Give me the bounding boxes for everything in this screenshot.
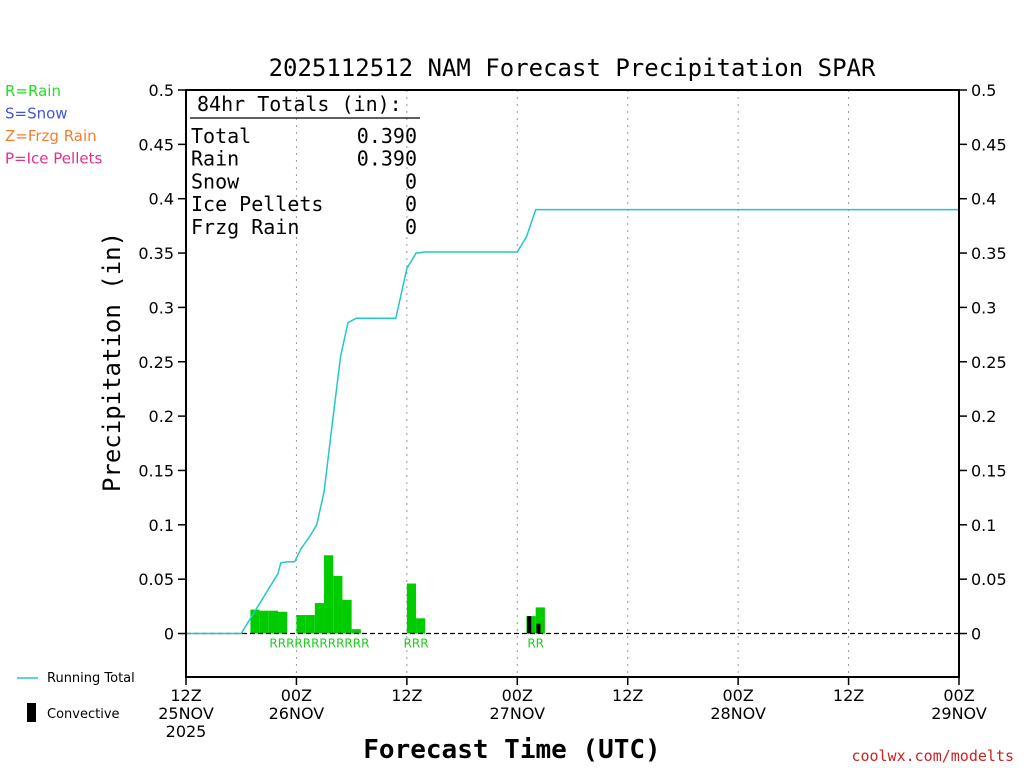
convective-series: [527, 616, 541, 634]
x-tick-label: 27NOV: [489, 704, 545, 723]
totals-row-label: Total: [191, 124, 251, 148]
totals-row-label: Rain: [191, 147, 239, 171]
x-tick-label: 00Z: [943, 686, 974, 705]
rain-type-label: RR: [527, 637, 544, 651]
site-credit: coolwx.com/modelts: [851, 747, 1014, 765]
totals-row-label: Ice Pellets: [191, 192, 323, 216]
precip-bar: [535, 607, 545, 634]
running-total-legend-label: Running Total: [47, 671, 135, 686]
totals-box: 84hr Totals (in): Total 0.390 Rain 0.390 Sno…: [190, 92, 420, 239]
y-tick-label-right: 0.15: [971, 461, 1007, 480]
precip-bar: [305, 615, 315, 634]
convective-legend-swatch: [27, 703, 36, 722]
x-tick-label: 12Z: [833, 686, 864, 705]
totals-row-value: 0: [405, 192, 417, 216]
rain-type-label: RRRRRRRRRRRR: [269, 637, 369, 651]
x-axis-title: Forecast Time (UTC): [363, 735, 660, 765]
type-legend-item: R=Rain: [5, 82, 61, 100]
x-tick-label: 12Z: [170, 686, 201, 705]
y-tick-label: 0.3: [149, 298, 174, 317]
totals-row-value: 0.390: [357, 124, 417, 148]
y-tick-label-right: 0.4: [971, 190, 996, 209]
x-tick-label: 12Z: [612, 686, 643, 705]
precip-bar: [278, 611, 288, 634]
x-tick-label: 2025: [166, 722, 207, 741]
x-tick-label: 26NOV: [269, 704, 325, 723]
precip-bar: [351, 629, 361, 634]
totals-row-value: 0.390: [357, 147, 417, 171]
precip-bar: [314, 603, 325, 634]
x-tick-label: 29NOV: [931, 704, 987, 723]
y-tick-label-right: 0.2: [971, 407, 996, 426]
totals-row-value: 0: [405, 169, 417, 193]
y-axis-left: 0 0.05 0.1 0.15 0.2 0.25 0.3 0.35 0.4 0.45 0.5: [138, 81, 186, 644]
bar-series: [250, 555, 545, 634]
type-legend-item: Z=Frzg Rain: [5, 127, 97, 145]
y-tick-label: 0.5: [149, 81, 174, 100]
y-tick-label: 0.25: [138, 353, 174, 372]
y-tick-label: 0: [164, 625, 174, 644]
precip-bar: [268, 610, 279, 634]
chart-title: 2025112512 NAM Forecast Precipitation SP…: [269, 54, 876, 82]
precip-bar: [406, 583, 417, 634]
totals-row-label: Snow: [191, 169, 240, 193]
grid-lines: [295, 90, 850, 677]
y-axis-title: Precipitation (in): [98, 232, 126, 492]
x-tick-label: 12Z: [391, 686, 422, 705]
totals-row-label: Frzg Rain: [191, 215, 299, 239]
totals-header: 84hr Totals (in):: [197, 92, 402, 116]
precip-bar: [342, 599, 352, 634]
rain-type-labels: RRRRRRRRRRRR RRR RR: [269, 637, 544, 651]
y-tick-label: 0.05: [138, 570, 174, 589]
precip-bar: [250, 609, 260, 634]
convective-legend-label: Convective: [47, 707, 120, 722]
convective-bar: [527, 616, 532, 634]
y-axis-right: 0 0.05 0.1 0.15 0.2 0.25 0.3 0.35 0.4 0.45 0.5: [959, 81, 1007, 644]
rain-type-label: RRR: [404, 637, 429, 651]
precip-bar: [296, 615, 306, 634]
y-tick-label-right: 0.5: [971, 81, 996, 100]
type-legend-item: S=Snow: [5, 105, 68, 123]
x-tick-label: 00Z: [281, 686, 312, 705]
y-tick-label: 0.15: [138, 461, 174, 480]
precip-bar: [416, 618, 426, 634]
y-tick-label: 0.2: [149, 407, 174, 426]
y-tick-label-right: 0.05: [971, 570, 1007, 589]
y-tick-label-right: 0.1: [971, 516, 996, 535]
y-tick-label-right: 0.45: [971, 135, 1007, 154]
totals-row-value: 0: [405, 215, 417, 239]
precip-bar: [324, 555, 334, 634]
y-tick-label-right: 0.25: [971, 353, 1007, 372]
x-tick-label: 28NOV: [710, 704, 766, 723]
x-tick-label: 00Z: [722, 686, 753, 705]
x-tick-label: 00Z: [502, 686, 533, 705]
y-tick-label: 0.45: [138, 135, 174, 154]
plot-frame: [185, 89, 960, 678]
convective-bar: [536, 623, 541, 634]
precip-type-legend: R=Rain S=Snow Z=Frzg Rain P=Ice Pellets: [5, 82, 102, 168]
y-tick-label-right: 0: [971, 625, 981, 644]
type-legend-item: P=Ice Pellets: [5, 150, 102, 168]
y-tick-label-right: 0.3: [971, 298, 996, 317]
precip-bar: [259, 610, 269, 634]
running-total-line: [186, 208, 959, 635]
y-tick-label: 0.1: [149, 516, 174, 535]
y-tick-label-right: 0.35: [971, 244, 1007, 263]
x-tick-label: 25NOV: [158, 704, 214, 723]
y-tick-label: 0.35: [138, 244, 174, 263]
precip-bar: [333, 575, 343, 634]
series-legend: Running Total Convective: [17, 671, 135, 722]
y-tick-label: 0.4: [149, 190, 174, 209]
